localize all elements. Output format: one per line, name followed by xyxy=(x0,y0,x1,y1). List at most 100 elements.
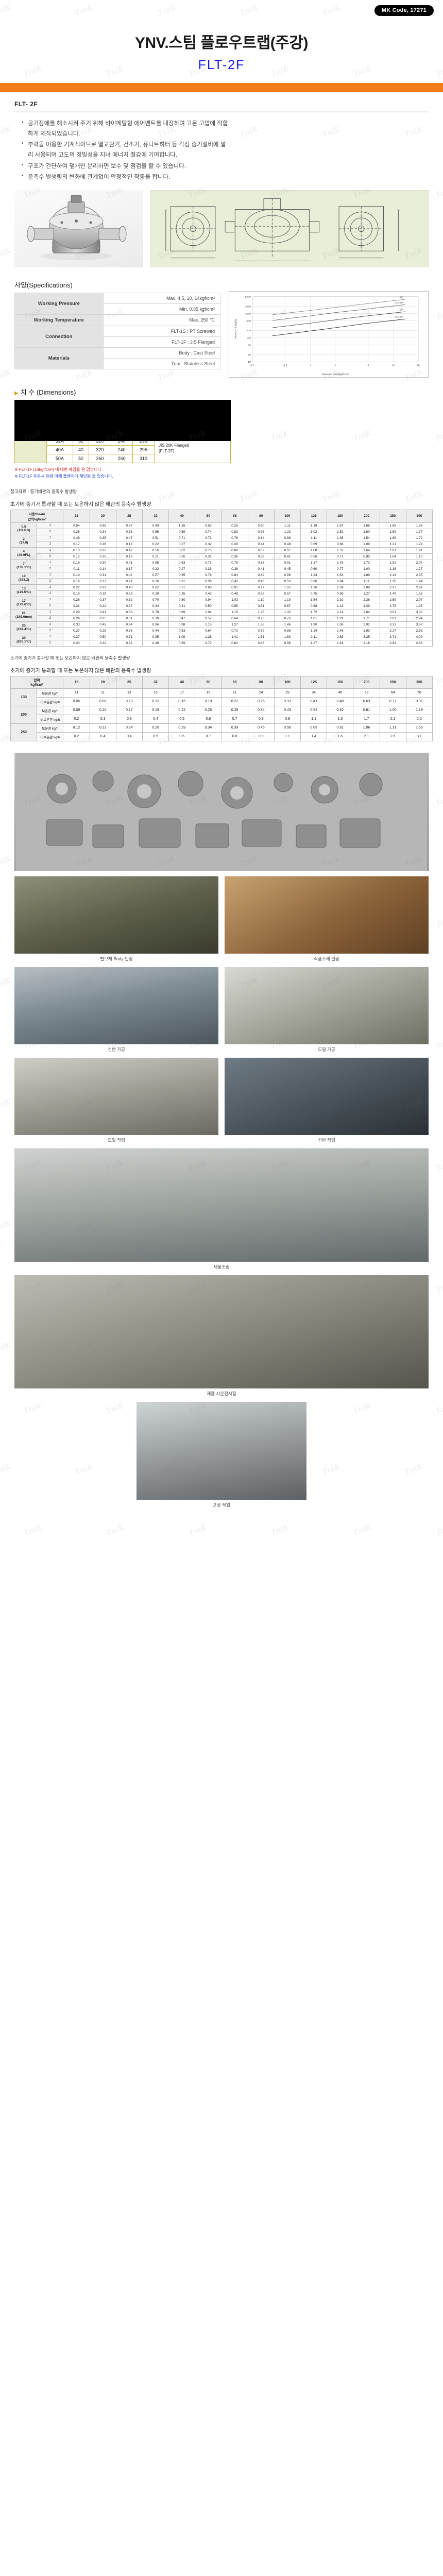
cell-value: 0.37 xyxy=(89,596,116,603)
cell-value: 0.57 xyxy=(195,615,222,622)
gallery-caption: 작품소재 밀링 xyxy=(314,956,339,961)
list-item: 포장 작업 xyxy=(137,1401,306,1508)
cell-value: 1.55 xyxy=(405,723,433,733)
svg-text:2000: 2000 xyxy=(245,305,251,308)
row-subheader: 2 xyxy=(37,602,64,609)
spec-key: Working Pressure xyxy=(14,292,104,315)
cell-value: 1.6 xyxy=(327,732,354,741)
cell-value: 1.67 xyxy=(327,522,354,529)
col-header: 32 xyxy=(142,675,169,689)
table-row: 7 (138.1°C) 1 0.15 0.30 0.41 0.55 0.63 0.72 0.79 0… xyxy=(10,559,433,572)
dimensions-notes: ※ FLT-1F (14kgf/cm²) 에 대한 배압율 은 없습니다 ※ F… xyxy=(14,466,429,480)
cell-value: 1.41 xyxy=(221,633,248,640)
cell-value: 0.73 xyxy=(195,534,222,541)
dark-overlay-band xyxy=(14,399,231,441)
row-subheader: 1 xyxy=(37,547,64,554)
cell-value: 0.79 xyxy=(247,627,275,634)
cell-value: 0.19 xyxy=(142,705,169,715)
cell-value: 0.51 xyxy=(115,528,143,535)
cell-value: 1.31 xyxy=(379,723,406,733)
row-header: 200 xyxy=(10,705,38,724)
cell-value: 0.98 xyxy=(168,621,196,628)
cell-value: 1.52 xyxy=(327,528,354,535)
cell-value: 0.62 xyxy=(142,584,169,591)
table-row: 250 보온관 kg/h 0.12 0.22 0.24 0.26 0.29 0.34 0.39 0… xyxy=(10,723,433,741)
table-row: Working Pressure Max. 4.5, 10, 14kgf/cm² xyxy=(14,292,221,315)
cell-value: 76 xyxy=(405,688,433,698)
cell-value: 1.1 xyxy=(274,732,301,741)
cell-value: 0.4 xyxy=(89,732,116,741)
col-header: 20 xyxy=(89,509,116,523)
cell-value: 2.27 xyxy=(379,627,406,634)
list-item: 드릴 작업 xyxy=(14,1057,218,1143)
cell-value: 1.54 xyxy=(353,534,380,541)
svg-text:25A: 25A xyxy=(400,308,404,311)
cell-value: 0.33 xyxy=(89,584,116,591)
cell-value: 1.3 xyxy=(327,714,354,724)
cell-value: 0.21 xyxy=(115,578,143,585)
drawing-illustration xyxy=(165,198,399,261)
cell-value: 1.60 xyxy=(353,528,380,535)
table-row: 2 0.30 0.32 0.39 0.49 0.59 0.72 0.81 0.88 0.96 1.2… xyxy=(11,639,433,647)
capacity-section-2: 소기에 증기가 통과할 때 또는 보온하지 않은 배관의 응축수 발생량 초기에… xyxy=(0,647,443,741)
cell-value: 1.81 xyxy=(379,547,406,554)
cell-value: 1.66 xyxy=(405,590,433,597)
cell-value: 2.61 xyxy=(405,584,433,591)
cell-value: 0.35 xyxy=(168,590,196,597)
list-item: 부력을 이용한 기계식이므로 열교환기, 건조기, 유니트히터 등 각정 증기설… xyxy=(22,139,231,160)
test-panel xyxy=(137,1401,306,1500)
cell-value: 0.34 xyxy=(89,528,116,535)
cell-value: 1.05 xyxy=(274,584,301,591)
col-header: 125 xyxy=(300,675,328,689)
cell-value: 0.52 xyxy=(195,522,222,529)
row-subheader: 2 xyxy=(37,639,64,647)
cell-value: 0.41 xyxy=(89,608,116,616)
badge-row: MK Code, 17271 xyxy=(0,0,443,24)
cell-value: 0.68 xyxy=(300,723,328,733)
cell-value: 0.45 xyxy=(89,621,116,628)
cell-value: 0.96 xyxy=(327,590,354,597)
row-subheader: 1 xyxy=(37,608,64,616)
table-row: 2 0.21 0.22 0.27 0.34 0.41 0.50 0.56 0.61 0.67 0.8… xyxy=(11,602,433,609)
cell-value: 0.5 xyxy=(168,714,196,724)
col-header: 15 xyxy=(63,675,90,689)
row-subheader: 1 xyxy=(37,522,64,529)
factory-overview xyxy=(14,1148,429,1262)
cell-value: 1.92 xyxy=(327,596,354,603)
cell-value: 0.86 xyxy=(142,621,169,628)
cell-value: 0.92 xyxy=(353,553,380,560)
cell-value: 2.36 xyxy=(327,621,354,628)
cell-value: 0.42 xyxy=(115,571,143,579)
cell-value: 0.85 xyxy=(247,559,275,566)
cell-value: 0.70 xyxy=(247,615,275,622)
cell-value: 13 xyxy=(115,688,143,698)
cell-value: 0.13 xyxy=(142,697,169,706)
cell-value: 0.46 xyxy=(115,584,143,591)
product-page: MK Code, 17271 YNV.스팀 플로우트랩(주강) FLT-2F F… xyxy=(0,0,443,1529)
cell-value: 0.33 xyxy=(195,565,222,572)
cell-value: 0.29 xyxy=(63,608,90,616)
cell-value: 1.90 xyxy=(300,621,328,628)
cell-value: 1.93 xyxy=(353,627,380,634)
cell-value: 1.95 xyxy=(405,602,433,609)
cell-value: 0.44 xyxy=(142,627,169,634)
cell-value: 1.23 xyxy=(247,608,275,616)
cell-value: 1.88 xyxy=(379,522,406,529)
capacity1-title: 초기에 증기가 통과할 때 또는 보온하지 않은 배관의 응축수 발생량 xyxy=(10,501,151,507)
row-subheader: 비보온관 kg/h xyxy=(37,732,64,741)
cell-value: 29 xyxy=(274,688,301,698)
table-row: 4 (48.9FL) 1 0.13 0.32 0.42 0.56 0.62 0.75 0.80 0.… xyxy=(10,547,433,560)
cell-value: 0.46 xyxy=(247,578,275,585)
cell-value: 0.94 xyxy=(195,596,222,603)
cell-value: 0.5 xyxy=(142,732,169,741)
cell-value: 1.73 xyxy=(353,559,380,566)
svg-text:5: 5 xyxy=(368,364,369,367)
svg-text:500: 500 xyxy=(247,319,251,323)
cell-value: 0.74 xyxy=(195,528,222,535)
cell-value: 1.37 xyxy=(327,547,354,554)
cell-value: 0.21 xyxy=(142,553,169,560)
table-row: 비보온관 kg/h 0.2 0.3 0.3 0.4 0.5 0.6 0.7 0.8 0.9 1.1 1… xyxy=(11,714,433,724)
cell-value: 2.6 xyxy=(379,732,406,741)
cell-value: 0.82 xyxy=(247,547,275,554)
cell-value: 0.24 xyxy=(115,723,143,733)
